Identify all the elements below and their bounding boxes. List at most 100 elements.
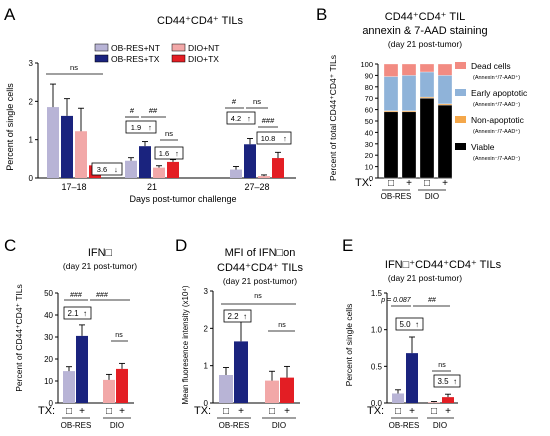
fold-value: 2.1 <box>67 309 79 318</box>
panel-c-tx-label: TX: <box>38 405 55 417</box>
stacked-bar-segment <box>437 104 453 179</box>
panel-b-tx-label: TX: <box>355 177 372 189</box>
x-tick-label: 21 <box>147 182 157 192</box>
panel-e-bars <box>392 336 454 403</box>
y-tick-label: 0 <box>369 174 373 183</box>
tx-mark: □ <box>424 178 430 189</box>
panel-d-annotations: ns 2.2 ↑ ns <box>221 293 296 332</box>
y-tick-label: 80 <box>365 83 373 92</box>
up-arrow-icon: ↑ <box>175 149 179 158</box>
y-tick-label: 40 <box>44 311 53 320</box>
bar <box>76 335 88 403</box>
group-label-ob-res: OB-RES <box>219 421 250 430</box>
bar <box>258 176 270 178</box>
stacked-bar-segment <box>437 63 453 76</box>
legend-swatch-dio-nt <box>171 43 186 52</box>
legend-label-ob-tx: OB-RES+TX <box>111 54 160 64</box>
legend-label-dio-nt: DIO+NT <box>188 43 219 53</box>
fold-value: 3.5 <box>437 377 449 386</box>
panel-d-bars <box>219 320 294 403</box>
fold-box <box>223 309 252 323</box>
panel-a-title: CD44⁺CD4⁺ TILs <box>157 15 243 27</box>
y-tick-label: 40 <box>365 128 373 137</box>
panel-a-xlabel: Days post-tumor challenge <box>129 194 236 204</box>
panel-e-annotations: p = 0.087 ## 5.0 ↑ ns 3.5 ↑ <box>380 297 461 388</box>
panel-d-tx-label: TX: <box>194 405 211 417</box>
tx-mark: □ <box>269 406 275 417</box>
up-arrow-icon: ↑ <box>415 320 419 329</box>
bar <box>442 397 454 403</box>
tx-mark: + <box>409 406 415 417</box>
panel-b-tx-row: □ + □ + <box>388 178 448 189</box>
up-arrow-icon: ↑ <box>453 377 457 386</box>
panel-b-letter: B <box>316 5 327 24</box>
panel-b-bars <box>383 63 453 179</box>
bar <box>406 353 418 403</box>
stacked-bar-segment <box>419 63 435 73</box>
y-tick-label: 100 <box>360 60 373 69</box>
panel-e-letter: E <box>342 236 353 255</box>
panel-a-letter: A <box>4 5 16 24</box>
panel-c-annotations: ### ### 2.1 ↑ ns <box>63 292 130 342</box>
group-label-dio: DIO <box>425 192 439 201</box>
y-tick-label: 3 <box>204 287 209 296</box>
bar <box>219 375 233 403</box>
stacked-bar-segment <box>419 96 435 99</box>
group-label-dio: DIO <box>272 421 286 430</box>
tx-mark: + <box>79 406 85 417</box>
fold-value: 3.6 <box>97 165 107 174</box>
panel-b-axes: 0 10 20 30 40 50 60 70 80 90 100 <box>360 60 452 183</box>
panel-c: C IFN□ (day 21 post-tumor) 0 10 20 30 40 50 P… <box>4 236 137 430</box>
y-tick-label: 20 <box>365 151 373 160</box>
legend-sublabel-early: (Annexin⁺/7-AAD⁻) <box>473 101 520 108</box>
sig-label: ### <box>262 116 275 125</box>
y-tick-label: 1.0 <box>371 326 383 335</box>
panel-e-subtitle: (day 21 post-tumor) <box>388 273 462 283</box>
sig-label: ## <box>428 297 436 304</box>
y-tick-label: 0 <box>29 174 34 183</box>
stacked-bar-segment <box>401 110 417 113</box>
panel-e-tx-row: □ + □ + <box>395 406 451 417</box>
panel-c-subtitle: (day 21 post-tumor) <box>63 261 137 271</box>
y-tick-label: 50 <box>44 289 53 298</box>
sig-label: # <box>130 106 135 115</box>
bar <box>61 115 73 178</box>
stacked-bar-segment <box>437 75 453 105</box>
legend-sublabel-nonapop: (Annexin⁻/7-AAD⁺) <box>473 128 520 135</box>
fold-box <box>433 374 461 388</box>
sig-label: ns <box>278 322 286 329</box>
legend-swatch-viable <box>455 143 466 150</box>
group-label-dio: DIO <box>433 421 447 430</box>
legend-sublabel-dead: (Annexin⁺/7-AAD⁺) <box>473 74 520 81</box>
fold-box <box>395 317 424 331</box>
y-tick-label: 0.5 <box>371 362 383 371</box>
panel-d-ylabel: Mean fluoresence intensity (x10⁴) <box>181 285 190 404</box>
sig-label: ns <box>254 293 262 300</box>
sig-label: ns <box>253 97 261 106</box>
panel-a-ylabel: Percent of single cells <box>5 83 15 171</box>
sig-label: ## <box>149 106 158 115</box>
tx-mark: □ <box>388 178 394 189</box>
panel-c-tx-row: □ + □ + <box>66 406 125 417</box>
fold-box <box>256 131 292 145</box>
stacked-bar-segment <box>383 110 399 113</box>
panel-e-ylabel: Percent of single cells <box>344 304 354 387</box>
stacked-bar-segment <box>401 75 417 111</box>
panel-a-legend: OB-RES+NT OB-RES+TX DIO+NT DIO+TX <box>94 43 219 64</box>
fold-box <box>63 306 92 320</box>
panel-c-letter: C <box>4 236 16 255</box>
bar <box>167 161 179 178</box>
panel-d-title-line1: MFI of IFN□on <box>225 247 296 259</box>
panel-c-title: IFN□ <box>88 247 113 259</box>
tx-mark: + <box>442 178 448 189</box>
tx-mark: + <box>445 406 451 417</box>
fold-box <box>154 146 184 160</box>
group-label-dio: DIO <box>110 421 124 430</box>
fold-value: 5.0 <box>399 320 411 329</box>
bar <box>139 146 151 178</box>
legend-label-ob-nt: OB-RES+NT <box>111 43 160 53</box>
stacked-bar-segment <box>437 103 453 106</box>
y-tick-label: 70 <box>365 94 373 103</box>
bar <box>125 160 137 178</box>
sig-label: ns <box>115 332 123 339</box>
